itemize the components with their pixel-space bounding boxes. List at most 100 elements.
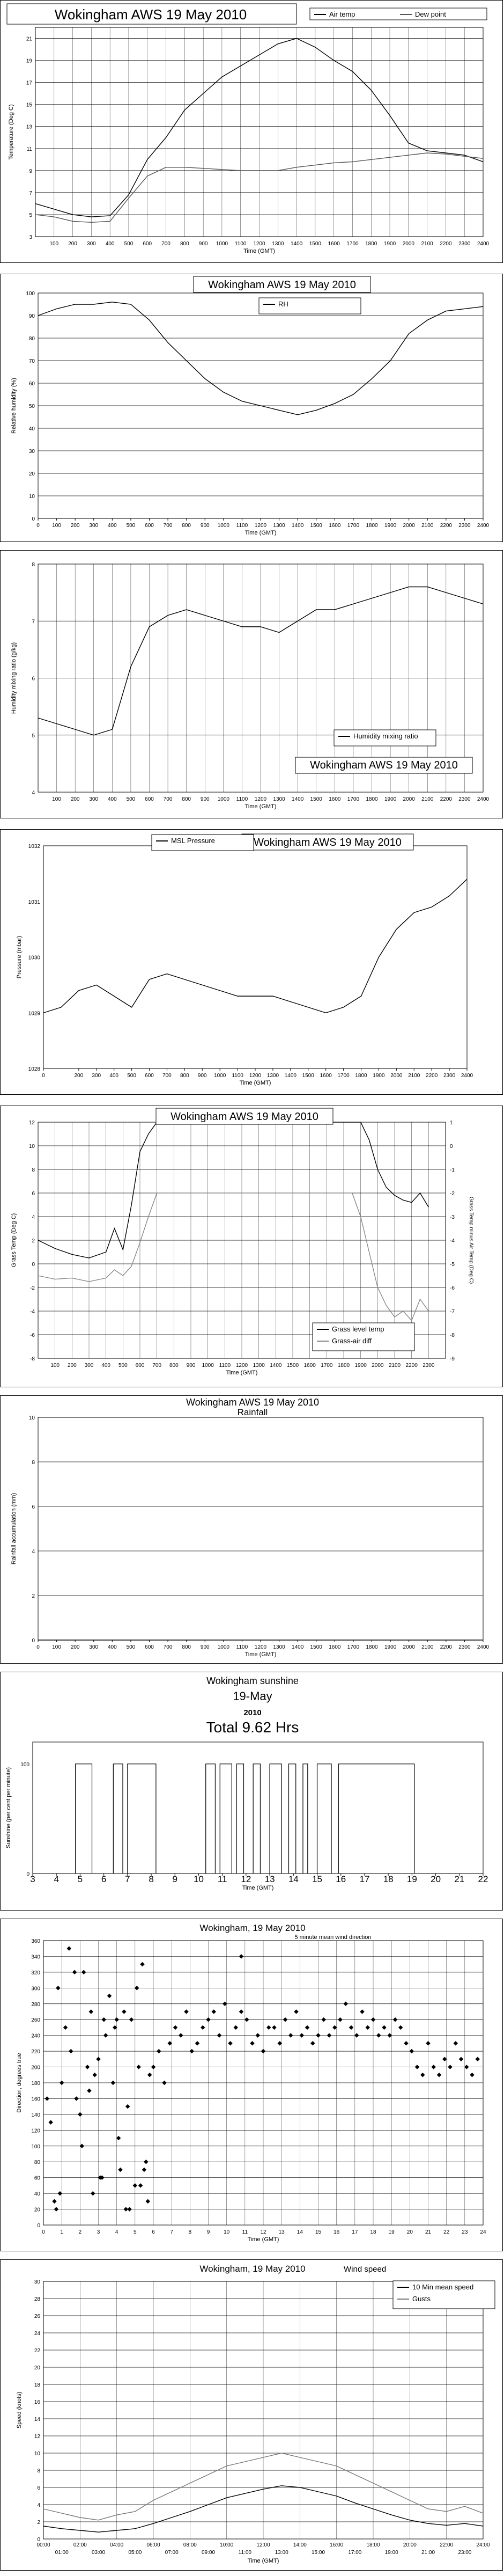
y-tick-label: 100 xyxy=(26,291,35,297)
x-tick-label: 2000 xyxy=(403,1644,416,1650)
legend-label: Grass level temp xyxy=(332,1325,384,1333)
x-tick-label: 700 xyxy=(164,523,173,529)
x-tick-label: 1900 xyxy=(384,523,397,529)
sunshine-segment xyxy=(253,1763,261,1874)
y-tick-label: 8 xyxy=(32,1460,35,1466)
x-tick-label: 1800 xyxy=(366,796,378,802)
y-right-tick-label: -4 xyxy=(450,1238,455,1244)
x-tick-label: 1200 xyxy=(255,796,267,802)
y-tick-label: 20 xyxy=(34,2365,41,2371)
sunshine-segment xyxy=(75,1763,93,1874)
y-tick-label: 160 xyxy=(31,2096,40,2102)
x-tick-label: 600 xyxy=(145,1073,154,1079)
y-axis-label: Relative humidity (%) xyxy=(11,378,17,434)
x-tick-label: 1100 xyxy=(219,1363,231,1368)
x-tick-label: 200 xyxy=(71,523,80,529)
legend-label: Air temp xyxy=(329,10,355,18)
x-tick-label: 1100 xyxy=(236,796,248,802)
x-tick-label: 03:00 xyxy=(92,2550,105,2556)
x-tick-label: 500 xyxy=(118,1363,128,1368)
series-line xyxy=(38,302,484,415)
x-tick-label: 1300 xyxy=(273,1644,285,1650)
y-tick-label: 140 xyxy=(31,2112,40,2118)
x-tick-label: 1200 xyxy=(255,523,267,529)
scatter-point xyxy=(136,2065,141,2069)
x-tick-label: 200 xyxy=(74,1073,83,1079)
x-tick-label: 700 xyxy=(162,1073,172,1079)
x-tick-label: 1500 xyxy=(302,1073,315,1079)
x-tick-label: 700 xyxy=(152,1363,161,1368)
scatter-point xyxy=(201,2025,205,2030)
x-tick-label: 2100 xyxy=(389,1363,401,1368)
x-tick-label: 1900 xyxy=(384,241,396,247)
y-tick-label: 100 xyxy=(20,1762,29,1768)
chart-title: Wokingham, 19 May 2010 xyxy=(199,2264,305,2274)
scatter-point xyxy=(448,2065,453,2069)
x-tick-label: 1500 xyxy=(309,241,322,247)
x-tick-label: 12:00 xyxy=(256,2542,270,2548)
y-tick-label: 1031 xyxy=(28,899,41,905)
x-tick-label: 300 xyxy=(85,1363,94,1368)
y-tick-label: 1030 xyxy=(28,955,41,961)
legend-label: 10 Min mean speed xyxy=(412,2283,473,2291)
x-tick-label: 800 xyxy=(180,241,189,247)
y-tick-label: 22 xyxy=(34,2348,41,2354)
x-axis-label: Time (GMT) xyxy=(245,1651,277,1658)
y-tick-label: 280 xyxy=(31,2002,40,2008)
x-axis-label: Time (GMT) xyxy=(248,2236,279,2243)
y-tick-label: 50 xyxy=(29,404,35,409)
x-tick-label: 900 xyxy=(201,1644,210,1650)
y-tick-label: 70 xyxy=(29,358,35,364)
x-tick-label: 3 xyxy=(97,2229,100,2235)
x-tick-label: 1000 xyxy=(214,1073,226,1079)
scatter-point xyxy=(272,2025,277,2030)
x-tick-label: 600 xyxy=(145,1644,154,1650)
x-tick-label: 200 xyxy=(68,241,77,247)
y-tick-label: 200 xyxy=(31,2065,40,2071)
sunshine-segment xyxy=(113,1763,123,1874)
y-tick-label: 21 xyxy=(26,36,33,42)
title-box xyxy=(241,833,414,851)
y-tick-label: 100 xyxy=(31,2144,40,2150)
x-tick-label: 2400 xyxy=(477,523,490,529)
x-tick-label: 23 xyxy=(462,2229,468,2235)
y-tick-label: 6 xyxy=(32,1191,35,1197)
y-tick-label: 5 xyxy=(29,213,32,218)
y-tick-label: 12 xyxy=(34,2434,41,2440)
x-tick-label: 21:00 xyxy=(421,2550,435,2556)
y-right-tick-label: -6 xyxy=(450,1285,455,1291)
y-tick-label: 24 xyxy=(34,2331,41,2337)
x-tick-label: 14 xyxy=(288,1874,299,1884)
y-tick-label: 120 xyxy=(31,2128,40,2134)
x-tick-label: 200 xyxy=(68,1363,77,1368)
scatter-point xyxy=(63,2025,68,2030)
y-tick-label: 80 xyxy=(29,336,35,342)
y-right-axis-label: Grass Temp minus Air Temp (Deg C) xyxy=(468,1197,474,1284)
scatter-point xyxy=(349,2025,354,2030)
x-tick-label: 1400 xyxy=(285,1073,297,1079)
y-tick-label: -6 xyxy=(30,1333,35,1338)
x-tick-label: 1800 xyxy=(366,523,378,529)
x-tick-label: 21 xyxy=(454,1874,464,1884)
x-tick-label: 20 xyxy=(431,1874,441,1884)
legend-label: MSL Pressure xyxy=(171,837,215,845)
x-tick-label: 16 xyxy=(333,2229,340,2235)
y-tick-label: 10 xyxy=(29,1144,35,1150)
scatter-point xyxy=(464,2065,469,2069)
series-line xyxy=(38,1122,429,1258)
y-tick-label: 9 xyxy=(29,169,32,174)
x-tick-label: 400 xyxy=(108,523,117,529)
x-tick-label: 1600 xyxy=(320,1073,332,1079)
chart-subtitle-year: 2010 xyxy=(243,1708,261,1717)
x-tick-label: 1400 xyxy=(291,241,303,247)
y-right-tick-label: -9 xyxy=(450,1356,455,1362)
x-tick-label: 10:00 xyxy=(220,2542,233,2548)
y-tick-label: 11 xyxy=(27,147,33,152)
legend-label: Gusts xyxy=(412,2295,431,2303)
scatter-point xyxy=(45,2096,50,2101)
x-tick-label: 18 xyxy=(383,1874,394,1884)
x-tick-label: 0 xyxy=(42,1073,45,1079)
x-tick-label: 22:00 xyxy=(440,2542,453,2548)
x-tick-label: 400 xyxy=(101,1363,110,1368)
